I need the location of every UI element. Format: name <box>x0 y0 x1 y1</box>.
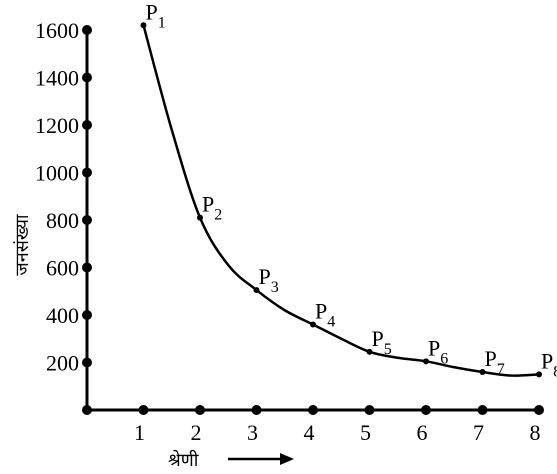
x-tick-label: 8 <box>530 420 541 445</box>
x-tick-dot <box>477 405 488 415</box>
y-axis-title: जनसंख्या <box>12 214 33 275</box>
y-tick-dot <box>82 310 92 320</box>
y-tick-dot <box>82 25 92 35</box>
point-label: P8 <box>541 348 557 380</box>
y-axis-ticks: 200 400 600 800 1000 1200 1400 1600 <box>35 18 92 376</box>
x-axis-ticks: 1 2 3 4 5 6 7 8 <box>134 405 544 445</box>
x-axis-arrow <box>228 453 294 465</box>
x-tick-dot <box>421 405 431 415</box>
y-tick-dot <box>82 167 92 178</box>
x-tick-label: 2 <box>191 420 202 445</box>
data-point <box>423 358 429 365</box>
y-tick-label: 1600 <box>35 18 79 43</box>
y-tick-dot <box>82 72 92 83</box>
chart-axes <box>82 30 539 415</box>
y-tick-dot <box>82 215 92 225</box>
x-axis-title: श्रेणी <box>168 449 199 471</box>
origin-dot <box>82 405 92 415</box>
x-tick-dot <box>364 405 375 415</box>
data-point <box>479 369 486 375</box>
x-tick-label: 7 <box>473 420 484 445</box>
y-tick-label: 800 <box>46 208 79 233</box>
y-tick-label: 1000 <box>35 161 79 186</box>
data-point <box>253 287 260 294</box>
x-tick-dot <box>138 405 149 415</box>
x-tick-dot <box>195 405 205 415</box>
x-tick-label: 1 <box>134 420 145 445</box>
point-label: P3 <box>259 264 279 296</box>
y-tick-dot <box>82 262 92 273</box>
y-tick-dot <box>82 120 92 130</box>
data-point <box>366 348 373 355</box>
x-tick-dot <box>251 405 262 415</box>
data-point <box>536 371 542 378</box>
y-tick-label: 400 <box>46 303 79 328</box>
y-tick-label: 1200 <box>35 113 79 138</box>
y-tick-label: 200 <box>46 351 79 376</box>
x-tick-dot <box>308 405 318 415</box>
data-point <box>140 22 147 29</box>
x-tick-label: 6 <box>417 420 428 445</box>
data-point <box>197 214 203 221</box>
x-tick-dot <box>534 405 544 415</box>
x-tick-label: 4 <box>304 420 315 445</box>
y-tick-label: 1400 <box>35 66 79 91</box>
x-tick-label: 3 <box>247 420 258 445</box>
data-points: P1P2P3P4P5P6P7P8 <box>140 0 557 380</box>
data-point <box>310 321 316 328</box>
x-tick-label: 5 <box>360 420 371 445</box>
point-label: P1 <box>146 0 166 31</box>
y-tick-dot <box>82 357 92 368</box>
y-tick-label: 600 <box>46 256 79 281</box>
point-label: P2 <box>202 192 222 224</box>
